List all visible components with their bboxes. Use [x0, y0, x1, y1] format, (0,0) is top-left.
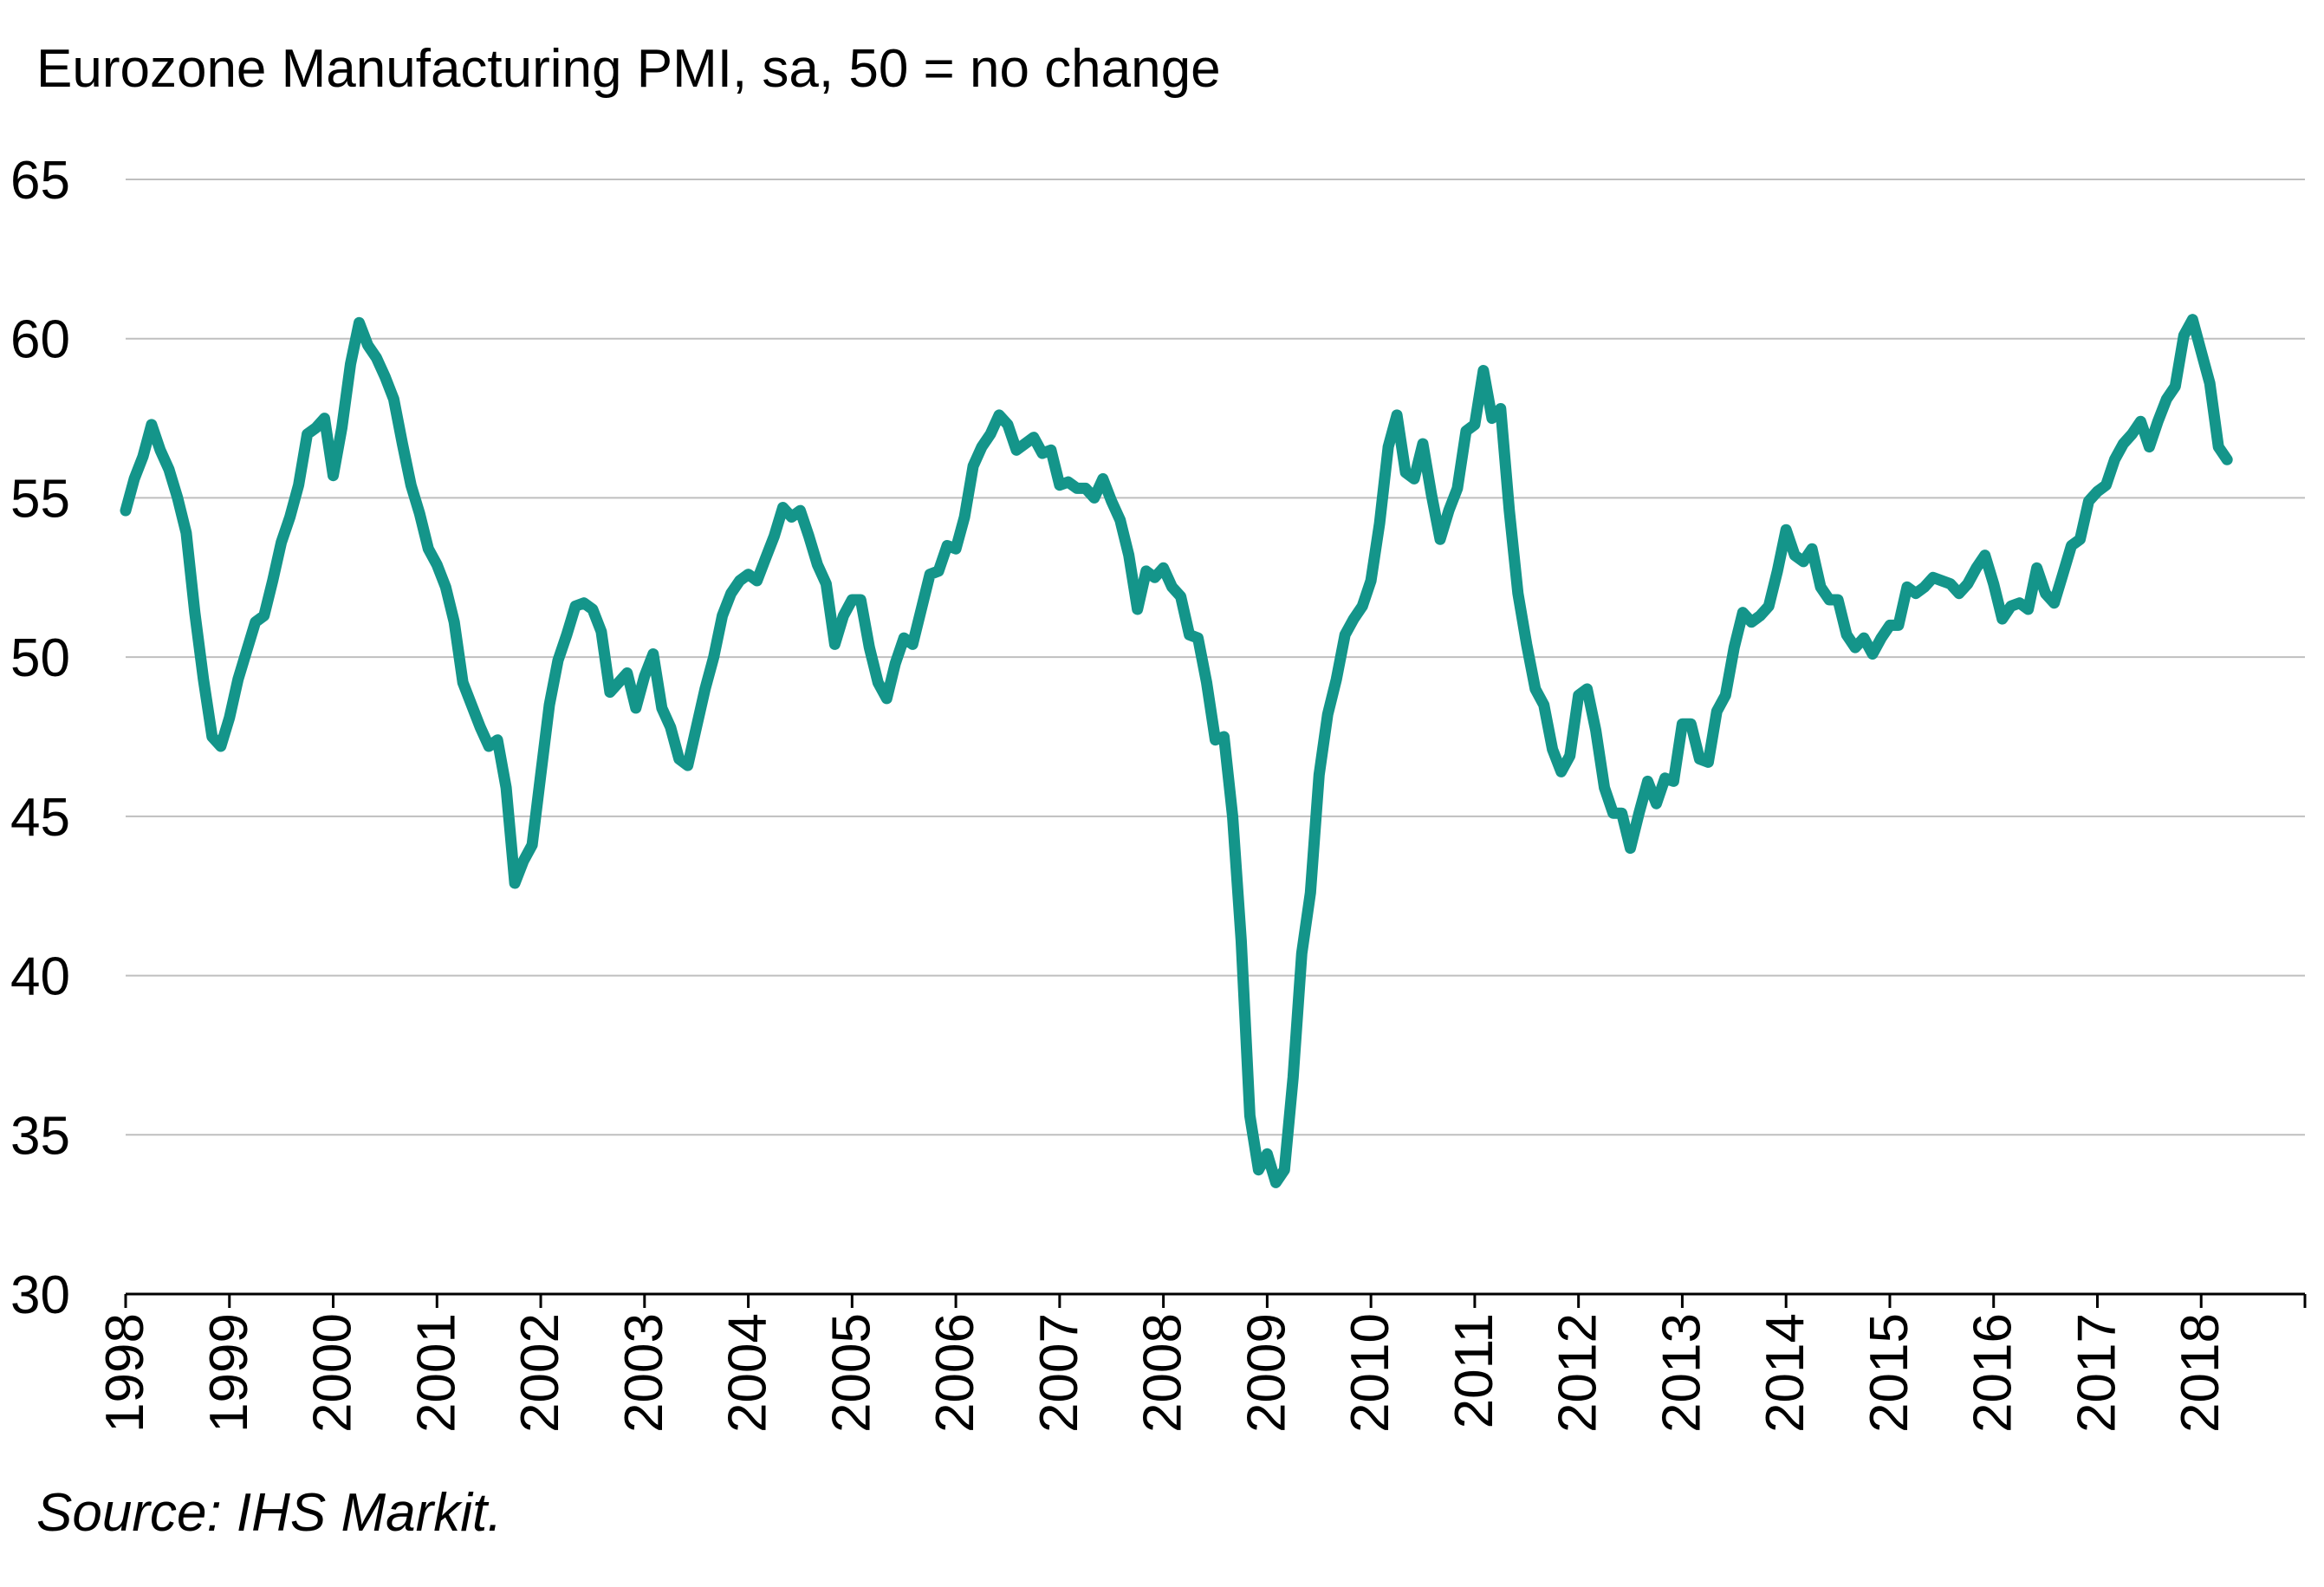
y-tick-label-40: 40 — [10, 947, 70, 1007]
y-tick-label-60: 60 — [10, 310, 70, 370]
y-tick-label-55: 55 — [10, 469, 70, 529]
series — [120, 314, 2233, 1188]
series-line-0 — [120, 314, 2233, 1188]
source-note: Source: IHS Markit. — [36, 1483, 503, 1543]
x-tick-label-2014: 2014 — [1756, 1313, 1815, 1433]
x-tick-label-2002: 2002 — [510, 1313, 570, 1433]
x-tick-label-2001: 2001 — [406, 1313, 466, 1433]
axes — [124, 1292, 2307, 1308]
x-tick-label-2011: 2011 — [1444, 1313, 1504, 1428]
y-tick-label-30: 30 — [10, 1265, 70, 1325]
y-tick-labels: 30 35 40 45 50 55 60 65 — [10, 151, 70, 1325]
x-tick-label-2006: 2006 — [925, 1313, 985, 1433]
x-tick-label-2017: 2017 — [2067, 1313, 2126, 1433]
y-tick-label-35: 35 — [10, 1106, 70, 1166]
x-tick-label-1999: 1999 — [199, 1313, 259, 1433]
x-tick-labels: 1998 1999 2000 2001 2002 2003 2004 2005 2006 2007… — [95, 1313, 2230, 1433]
x-tick-label-2009: 2009 — [1237, 1313, 1296, 1433]
x-tick-label-2010: 2010 — [1341, 1313, 1400, 1433]
x-tick-label-2004: 2004 — [718, 1313, 778, 1433]
x-tick-label-2000: 2000 — [303, 1313, 363, 1433]
x-tick-label-2018: 2018 — [2171, 1313, 2230, 1433]
x-tick-label-2007: 2007 — [1029, 1313, 1089, 1433]
x-tick-label-2015: 2015 — [1860, 1313, 1919, 1433]
x-tick-label-2008: 2008 — [1133, 1313, 1193, 1433]
y-tick-label-45: 45 — [10, 788, 70, 848]
x-tick-label-2003: 2003 — [614, 1313, 674, 1433]
x-tick-label-2012: 2012 — [1548, 1313, 1608, 1433]
x-tick-label-2016: 2016 — [1964, 1313, 2023, 1433]
x-tick-label-2013: 2013 — [1652, 1313, 1711, 1433]
x-tick-label-1998: 1998 — [95, 1313, 155, 1433]
y-tick-label-50: 50 — [10, 628, 70, 688]
x-tick-label-2005: 2005 — [821, 1313, 881, 1433]
chart-title: Eurozone Manufacturing PMI, sa, 50 = no … — [36, 39, 1221, 99]
y-tick-label-65: 65 — [10, 151, 70, 211]
gridlines — [126, 179, 2305, 1136]
